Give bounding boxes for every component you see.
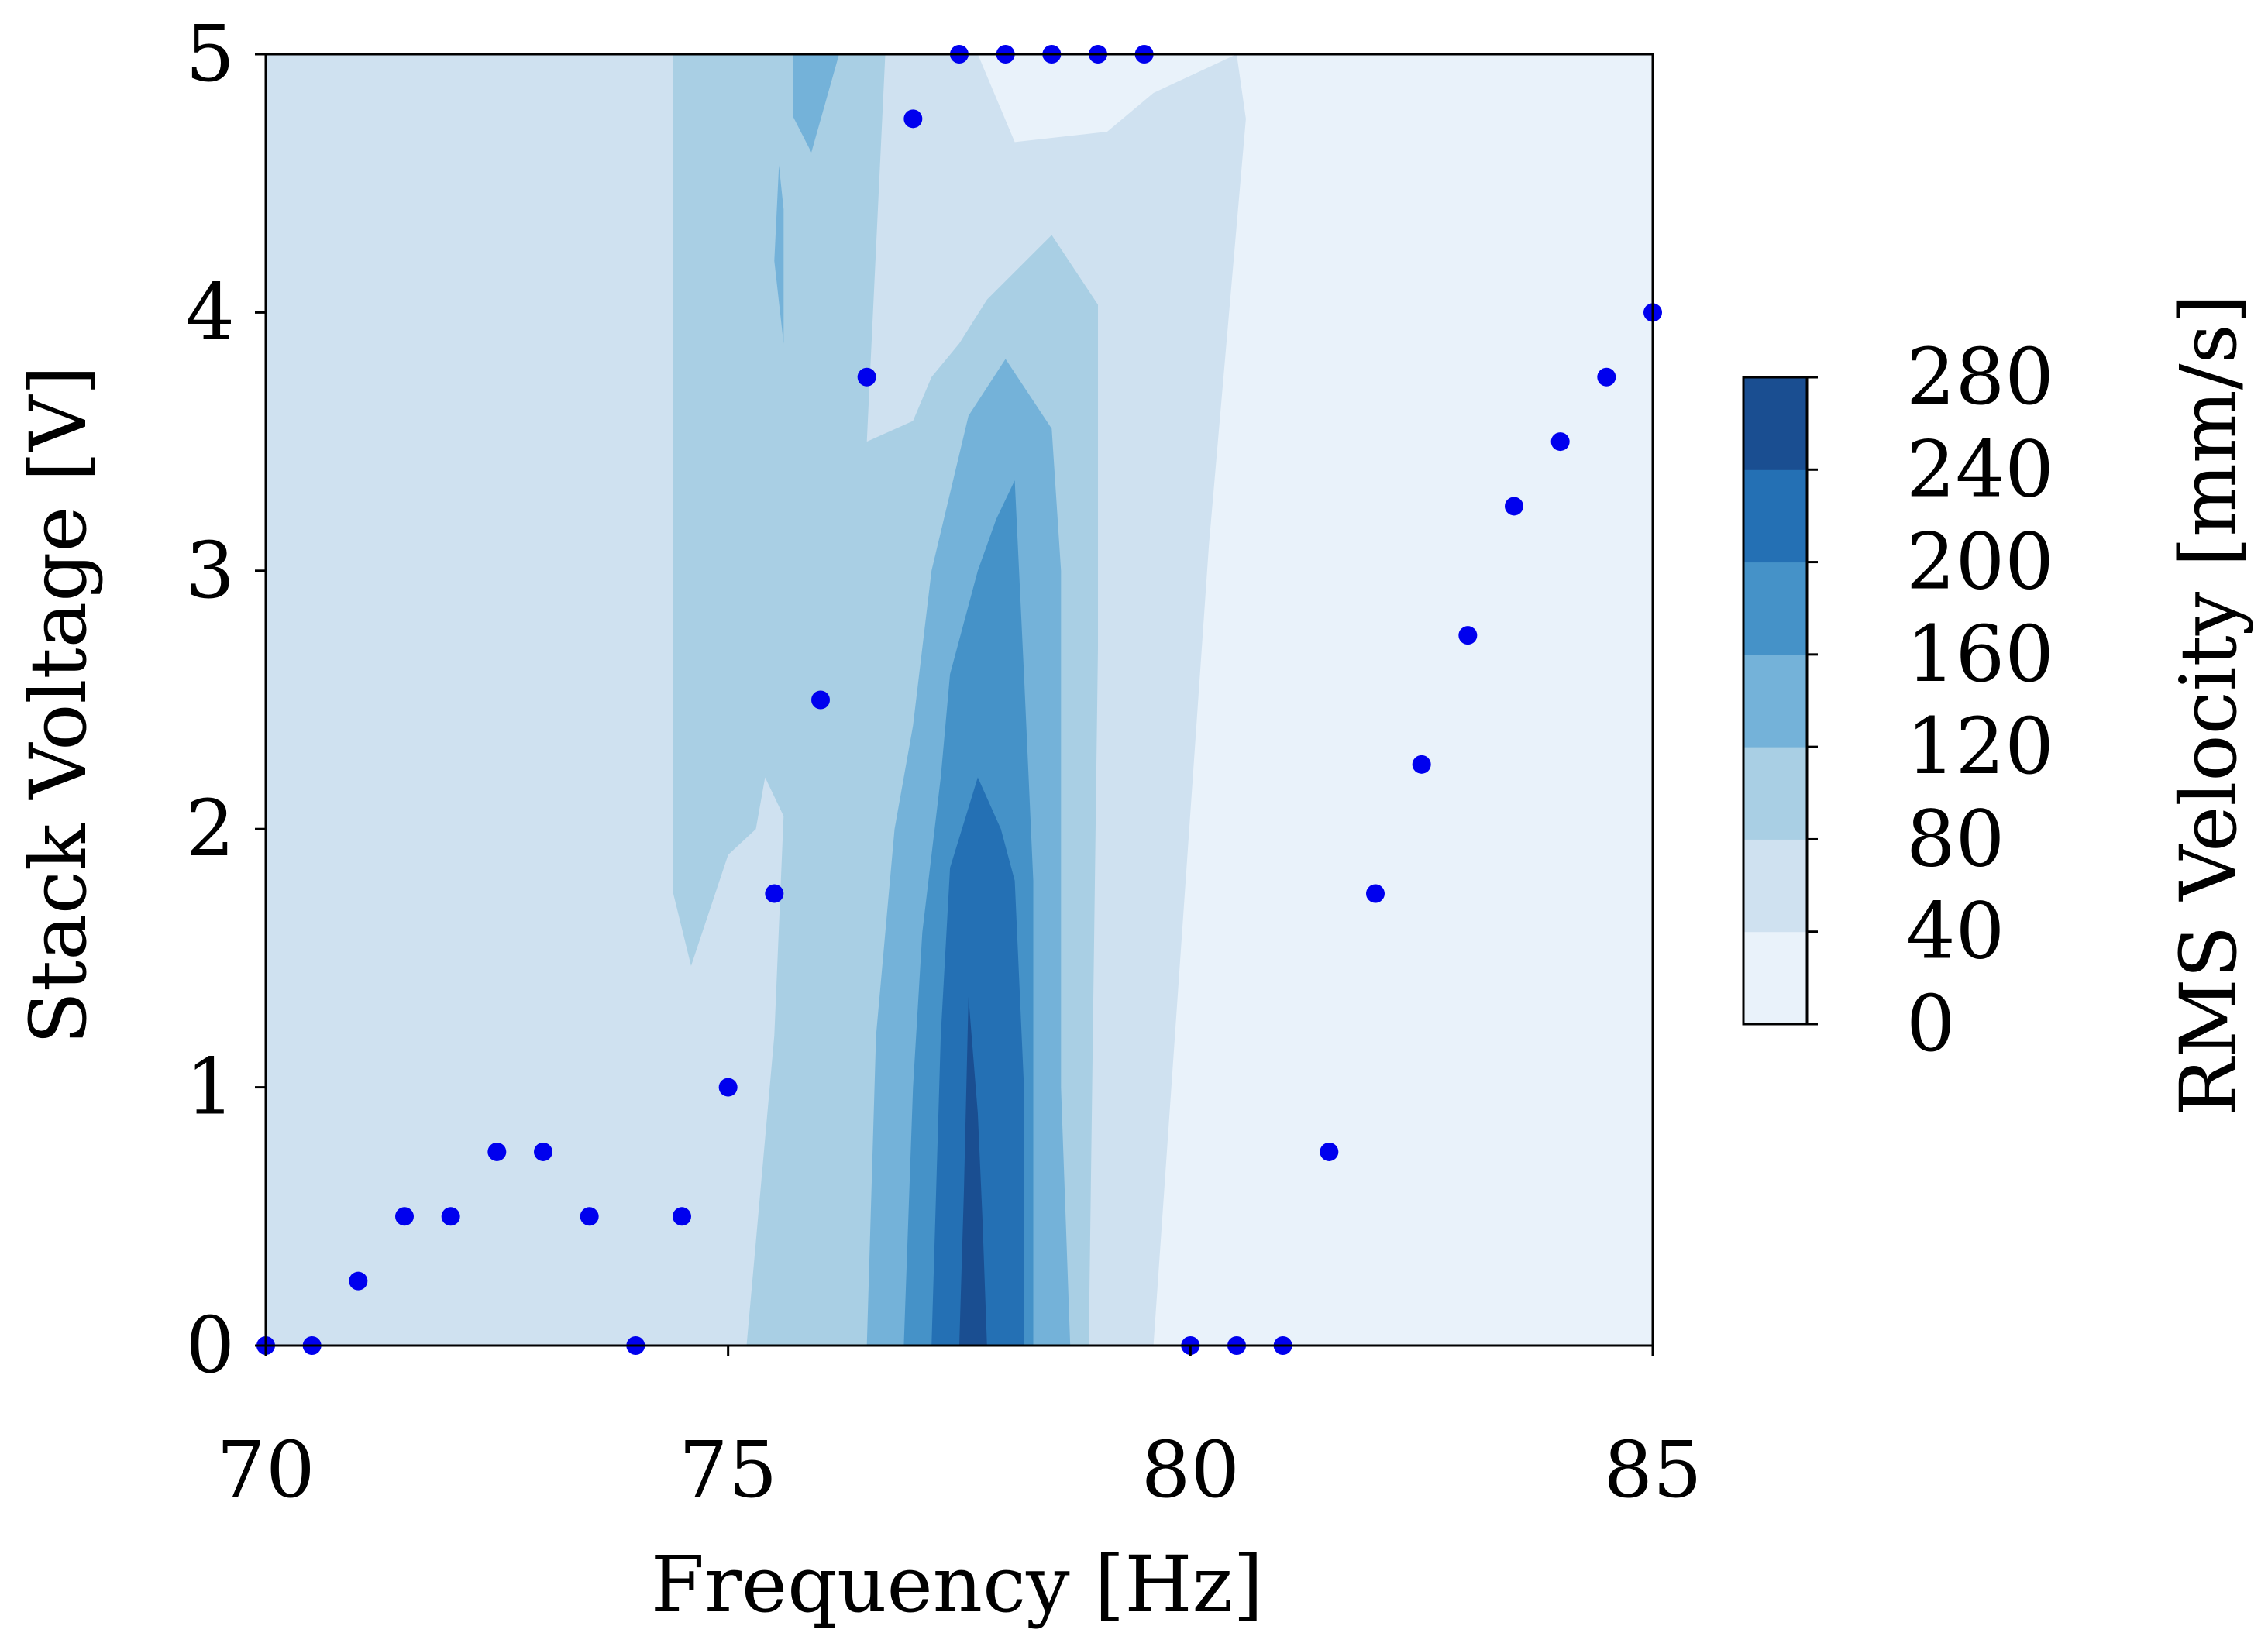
y-tick-label: 0	[185, 1300, 235, 1390]
x-tick-label: 70	[216, 1425, 315, 1515]
colorbar-segment	[1743, 654, 1807, 748]
colorbar-segment	[1743, 747, 1807, 840]
colorbar-segment	[1743, 377, 1807, 470]
scatter-point	[903, 109, 923, 129]
y-tick-label: 1	[185, 1042, 235, 1133]
scatter-point	[1458, 626, 1478, 645]
contour-band-240-280-7	[959, 996, 987, 1346]
scatter-series	[256, 45, 1662, 1355]
x-tick-label: 85	[1603, 1425, 1702, 1515]
scatter-point	[857, 367, 876, 387]
contour-band-120-160-2	[793, 54, 839, 153]
scatter-point	[1597, 367, 1616, 387]
contour-bands	[266, 54, 1653, 1346]
colorbar-tick-label: 0	[1906, 978, 1956, 1069]
scatter-point	[765, 884, 784, 903]
y-tick-label: 4	[185, 266, 235, 357]
y-tick-label: 2	[185, 783, 235, 874]
y-tick-label: 5	[185, 9, 235, 99]
colorbar-segment	[1743, 931, 1807, 1025]
scatter-point	[1320, 1142, 1339, 1161]
colorbar-segment	[1743, 562, 1807, 655]
scatter-point	[673, 1207, 691, 1226]
x-tick-label: 80	[1141, 1425, 1240, 1515]
scatter-point	[349, 1271, 368, 1291]
scatter-point	[580, 1207, 599, 1226]
colorbar-segment	[1743, 469, 1807, 563]
y-axis-label: Stack Voltage [V]	[13, 366, 104, 1045]
colorbar-tick-label: 240	[1906, 424, 2054, 514]
colorbar-tick-label: 280	[1906, 332, 2054, 422]
scatter-point	[718, 1078, 738, 1097]
scatter-point	[1550, 432, 1570, 452]
colorbar-frame	[1742, 376, 1809, 1026]
scatter-point	[487, 1142, 507, 1161]
colorbar-tick-label: 120	[1906, 701, 2054, 792]
axes: 70 75 80 85 0 1 2 3 4 5	[185, 9, 1702, 1515]
plot-area	[256, 45, 1662, 1355]
contour-band-120-160-3	[774, 165, 784, 344]
colorbar-segment	[1743, 839, 1807, 933]
scatter-point	[1366, 884, 1385, 903]
scatter-point	[811, 690, 830, 710]
colorbar-label: RMS Velocity [mm/s]	[2163, 294, 2254, 1116]
colorbar-tick-label: 160	[1906, 609, 2054, 700]
scatter-point	[395, 1207, 414, 1226]
plot-frame	[264, 53, 1654, 1347]
colorbar-tick-label: 80	[1906, 793, 2005, 884]
x-tick-label: 75	[679, 1425, 777, 1515]
colorbar-tick-label: 40	[1906, 886, 2005, 977]
x-axis-label: Frequency [Hz]	[651, 1539, 1264, 1630]
scatter-point	[1412, 755, 1431, 774]
colorbar-tick-label: 200	[1906, 517, 2054, 607]
scatter-point	[534, 1142, 552, 1161]
scatter-point	[441, 1207, 460, 1226]
contour-band-200-240-6	[931, 777, 1024, 1346]
y-tick-label: 3	[185, 525, 235, 616]
scatter-point	[1505, 497, 1523, 516]
